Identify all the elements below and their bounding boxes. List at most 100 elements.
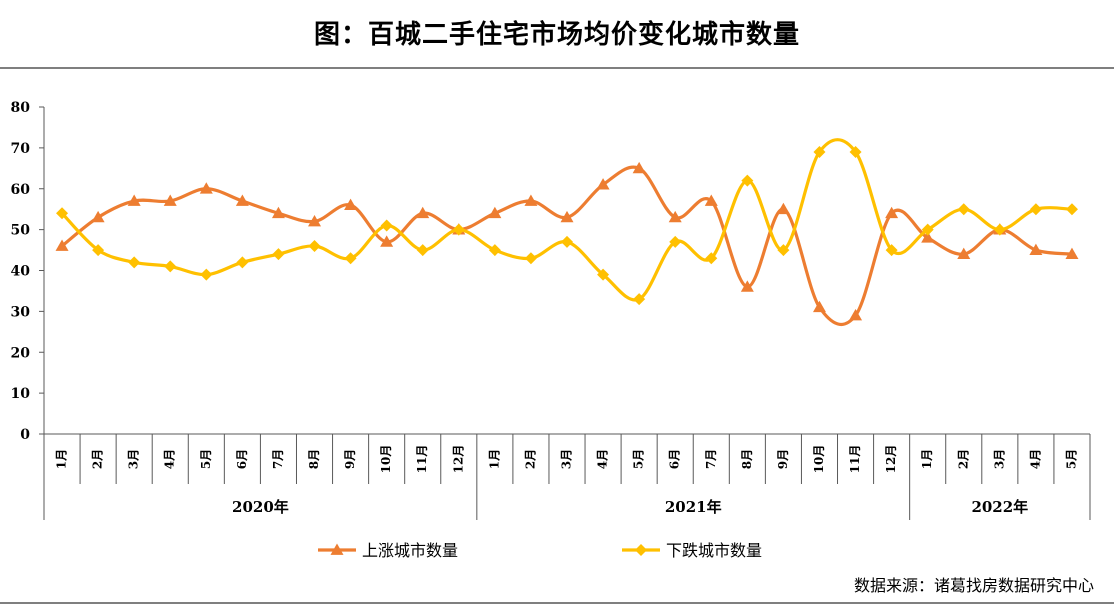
source-note: 数据来源：诸葛找房数据研究中心: [853, 576, 1094, 595]
fall-point: [849, 145, 862, 158]
rise-point: [127, 194, 141, 206]
x-tick-label: 1月: [920, 449, 934, 469]
x-tick-label: 1月: [55, 449, 69, 469]
legend-item-fall: 下跌城市数量: [622, 541, 762, 560]
y-tick-label: 80: [11, 100, 31, 116]
x-tick-label: 2月: [91, 449, 105, 469]
rise-point: [488, 206, 502, 219]
rise-point: [416, 206, 430, 219]
legend-label: 下跌城市数量: [666, 541, 762, 560]
rise-point: [596, 178, 610, 190]
fall-point: [236, 256, 249, 269]
rise-point: [921, 231, 935, 243]
x-tick-label: 9月: [343, 449, 357, 469]
fall-point: [1065, 203, 1078, 216]
fall-point: [272, 248, 285, 261]
x-tick-label: 5月: [199, 449, 213, 469]
fall-point: [164, 260, 177, 273]
fall-point: [344, 252, 357, 265]
rise-point: [344, 198, 358, 210]
x-tick-label: 4月: [163, 449, 177, 469]
rise-point: [704, 194, 718, 206]
x-tick-label: 7月: [704, 449, 718, 469]
fall-point: [885, 244, 898, 257]
y-tick-label: 30: [11, 304, 31, 320]
fall-point: [921, 223, 934, 236]
rise-point: [849, 308, 863, 321]
x-tick-label: 6月: [668, 449, 682, 469]
fall-point: [56, 207, 69, 220]
legend-item-rise: 上涨城市数量: [318, 541, 458, 560]
y-tick-label: 0: [20, 427, 30, 443]
legend-swatch-marker: [635, 544, 647, 556]
rise-point: [632, 161, 646, 174]
x-tick-label: 4月: [596, 449, 610, 469]
rise-point: [560, 210, 574, 223]
y-tick-label: 10: [11, 386, 31, 402]
rise-point: [55, 239, 69, 251]
rise-point: [812, 300, 826, 313]
fall-point: [1029, 203, 1042, 216]
x-tick-label: 9月: [776, 449, 790, 469]
rise-point: [235, 194, 249, 206]
x-tick-label: 7月: [271, 449, 285, 469]
series-fall: [56, 138, 1078, 306]
rise-point: [271, 206, 285, 219]
group-label: 2022年: [971, 498, 1028, 516]
fall-point: [777, 244, 790, 257]
y-tick-label: 40: [11, 264, 31, 280]
y-tick-label: 70: [11, 141, 31, 157]
fall-point: [813, 145, 826, 158]
group-label: 2021年: [665, 498, 722, 516]
x-tick-label: 11月: [415, 445, 429, 474]
y-tick-label: 60: [11, 182, 31, 198]
rise-point: [885, 206, 899, 219]
x-tick-label: 2月: [523, 449, 537, 469]
fall-point: [416, 244, 429, 257]
x-tick-label: 6月: [235, 449, 249, 469]
fall-point: [128, 256, 141, 269]
rise-point: [308, 214, 322, 227]
fall-point: [993, 223, 1006, 236]
x-tick-label: 5月: [632, 449, 646, 469]
y-tick-label: 20: [11, 345, 31, 361]
fall-point: [200, 268, 213, 281]
x-tick-label: 10月: [812, 445, 826, 474]
fall-point: [92, 244, 105, 257]
x-tick-label: 11月: [848, 445, 862, 474]
rise-point: [1065, 247, 1079, 260]
fall-point: [741, 174, 754, 187]
chart-title: 图：百城二手住宅市场均价变化城市数量: [313, 20, 800, 50]
x-tick-label: 8月: [307, 449, 321, 469]
rise-point: [776, 202, 790, 215]
rise-point: [91, 210, 105, 223]
rise-point: [524, 194, 538, 206]
rise-point: [1029, 243, 1043, 255]
fall-point: [561, 235, 573, 248]
title-divider: [0, 67, 1114, 69]
rise-point: [199, 182, 213, 194]
bottom-divider: [0, 602, 1114, 604]
x-tick-label: 1月: [487, 449, 501, 469]
group-label: 2020年: [232, 498, 289, 516]
fall-point: [380, 219, 393, 232]
fall-point: [524, 252, 537, 265]
x-tick-label: 4月: [1028, 449, 1042, 469]
rise-point: [957, 247, 971, 260]
fall-point: [597, 268, 610, 281]
x-tick-label: 3月: [127, 449, 141, 469]
rise-point: [163, 194, 177, 206]
fall-point: [488, 244, 501, 257]
rise-point: [740, 280, 754, 292]
fall-point: [452, 223, 465, 236]
series-rise: [55, 161, 1079, 327]
y-tick-label: 50: [11, 223, 31, 239]
x-tick-label: 12月: [884, 445, 898, 474]
fall-point: [308, 239, 321, 252]
x-tick-label: 2月: [956, 449, 970, 469]
fall-point: [957, 203, 970, 216]
legend-label: 上涨城市数量: [362, 541, 458, 560]
fall-point: [705, 252, 718, 265]
x-tick-label: 10月: [379, 445, 393, 474]
x-tick-label: 12月: [451, 445, 465, 474]
